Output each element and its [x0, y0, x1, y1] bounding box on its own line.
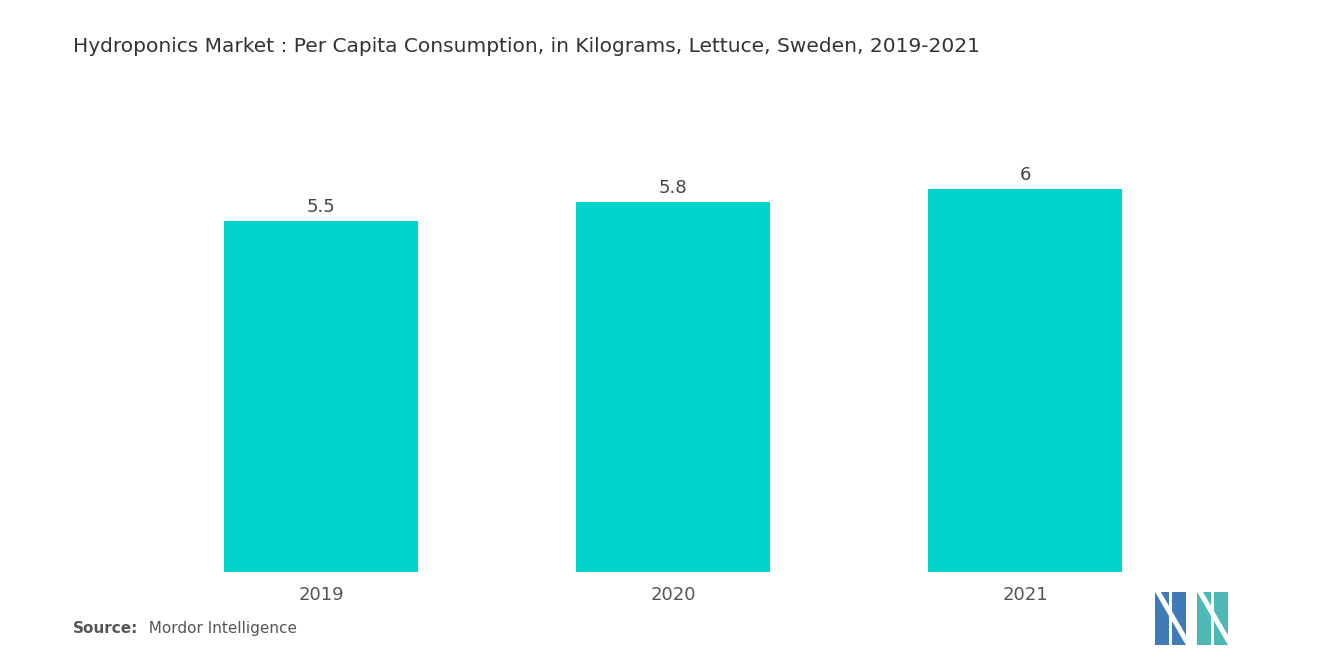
- Text: Hydroponics Market : Per Capita Consumption, in Kilograms, Lettuce, Sweden, 2019: Hydroponics Market : Per Capita Consumpt…: [73, 37, 979, 56]
- Text: 5.8: 5.8: [659, 179, 688, 197]
- Text: 6: 6: [1019, 166, 1031, 184]
- Polygon shape: [1172, 592, 1185, 645]
- Polygon shape: [1197, 582, 1228, 645]
- Bar: [577, 201, 770, 572]
- Polygon shape: [1197, 592, 1212, 645]
- Polygon shape: [1214, 592, 1228, 645]
- Bar: [224, 221, 418, 572]
- Polygon shape: [1155, 582, 1185, 645]
- Text: Mordor Intelligence: Mordor Intelligence: [139, 621, 297, 636]
- Text: 5.5: 5.5: [306, 198, 335, 216]
- Polygon shape: [1155, 592, 1170, 645]
- Text: Source:: Source:: [73, 621, 139, 636]
- Bar: [928, 189, 1122, 572]
